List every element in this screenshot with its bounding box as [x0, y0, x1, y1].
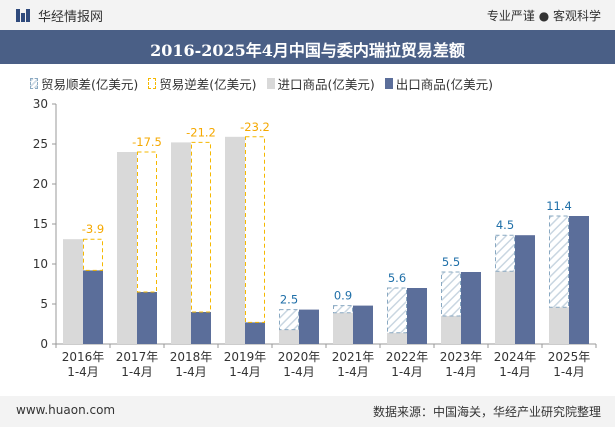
chart-plot: 051015202530-3.92016年1-4月-17.52017年1-4月-…	[33, 97, 597, 379]
legend-swatch-surplus	[30, 77, 38, 89]
y-tick-label: 10	[33, 257, 48, 271]
deficit-gap	[191, 141, 211, 313]
import-bar	[279, 329, 299, 344]
data-source: 数据来源：中国海关，华经产业研究院整理	[372, 405, 601, 419]
x-tick-label: 2025年	[548, 350, 591, 364]
x-tick-label: 2022年	[386, 350, 429, 364]
import-bar	[333, 312, 353, 344]
surplus-gap	[495, 234, 515, 272]
x-tick-label: 1-4月	[283, 365, 315, 379]
surplus-gap	[333, 305, 353, 314]
x-tick-label: 1-4月	[121, 365, 153, 379]
import-bar	[495, 271, 515, 344]
deficit-label: -17.5	[132, 135, 162, 149]
header-bar: 华经情报网 专业严谨 ● 客观科学	[0, 0, 615, 30]
import-bar	[225, 136, 245, 344]
deficit-label: -21.2	[186, 125, 216, 139]
deficit-gap	[137, 151, 157, 293]
footer-bar: www.huaon.com 数据来源：中国海关，华经产业研究院整理	[0, 396, 615, 427]
x-tick-label: 2021年	[332, 350, 375, 364]
x-tick-label: 2016年	[62, 350, 105, 364]
export-bar	[353, 305, 373, 344]
legend-label-deficit: 贸易逆差(亿美元)	[159, 76, 257, 92]
title-bar: 2016-2025年4月中国与委内瑞拉贸易差额	[0, 30, 615, 64]
x-tick-label: 1-4月	[229, 365, 261, 379]
surplus-label: 5.5	[442, 255, 460, 269]
legend-item-import: 进口商品(亿美元)	[266, 74, 375, 92]
x-tick-label: 1-4月	[175, 365, 207, 379]
chart-legend: 贸易顺差(亿美元) 贸易逆差(亿美元) 进口商品(亿美元) 出口商品(亿美元)	[30, 74, 503, 92]
y-tick-label: 20	[33, 177, 48, 191]
x-tick-label: 1-4月	[499, 365, 531, 379]
x-tick-label: 2023年	[440, 350, 483, 364]
x-tick-label: 2020年	[278, 350, 321, 364]
legend-item-export: 出口商品(亿美元)	[384, 74, 494, 92]
x-tick-label: 1-4月	[337, 365, 369, 379]
x-tick-label: 1-4月	[445, 365, 477, 379]
x-tick-label: 2017年	[116, 350, 159, 364]
x-tick-label: 2018年	[170, 350, 213, 364]
export-bar	[569, 216, 589, 344]
surplus-gap	[441, 271, 461, 317]
export-bar	[299, 309, 319, 344]
y-tick-label: 5	[40, 297, 48, 311]
deficit-gap	[83, 238, 103, 271]
surplus-label: 0.9	[334, 289, 352, 303]
export-bar	[191, 312, 211, 344]
surplus-gap	[279, 309, 299, 331]
legend-item-surplus: 贸易顺差(亿美元)	[30, 74, 138, 92]
surplus-label: 4.5	[496, 218, 514, 232]
x-tick-label: 1-4月	[553, 365, 585, 379]
deficit-label: -3.9	[82, 222, 104, 236]
y-tick-label: 15	[33, 217, 48, 231]
x-tick-label: 1-4月	[67, 365, 99, 379]
chart-title: 2016-2025年4月中国与委内瑞拉贸易差额	[150, 41, 465, 60]
legend-label-surplus: 贸易顺差(亿美元)	[41, 76, 139, 92]
legend-swatch-export	[384, 77, 393, 89]
import-bar	[117, 152, 137, 344]
legend-swatch-import	[266, 77, 275, 89]
surplus-gap	[387, 287, 407, 334]
export-bar	[83, 270, 103, 344]
site-url: www.huaon.com	[16, 403, 116, 417]
x-tick-label: 2019年	[224, 350, 267, 364]
export-bar	[407, 288, 427, 344]
export-bar	[461, 272, 481, 344]
import-bar	[171, 142, 191, 344]
import-bar	[387, 332, 407, 344]
export-bar	[137, 292, 157, 344]
legend-label-export: 出口商品(亿美元)	[395, 76, 494, 92]
legend-label-import: 进口商品(亿美元)	[277, 76, 375, 92]
export-bar	[515, 235, 535, 344]
y-tick-label: 30	[33, 97, 48, 111]
import-bar	[441, 316, 461, 344]
logo-icon	[16, 9, 30, 22]
brand-name: 华经情报网	[38, 10, 104, 25]
deficit-label: -23.2	[240, 120, 270, 134]
surplus-gap	[549, 215, 569, 308]
legend-item-deficit: 贸易逆差(亿美元)	[148, 74, 257, 92]
import-bar	[549, 307, 569, 344]
surplus-label: 2.5	[280, 293, 298, 307]
x-tick-label: 1-4月	[391, 365, 423, 379]
y-tick-label: 25	[33, 137, 48, 151]
surplus-label: 5.6	[388, 271, 406, 285]
surplus-label: 11.4	[546, 199, 572, 213]
x-tick-label: 2024年	[494, 350, 537, 364]
import-bar	[63, 239, 83, 344]
deficit-gap	[245, 136, 265, 323]
export-bar	[245, 322, 265, 344]
y-tick-label: 0	[40, 337, 48, 351]
legend-swatch-deficit	[148, 77, 157, 89]
tagline: 专业严谨 ● 客观科学	[486, 9, 601, 23]
